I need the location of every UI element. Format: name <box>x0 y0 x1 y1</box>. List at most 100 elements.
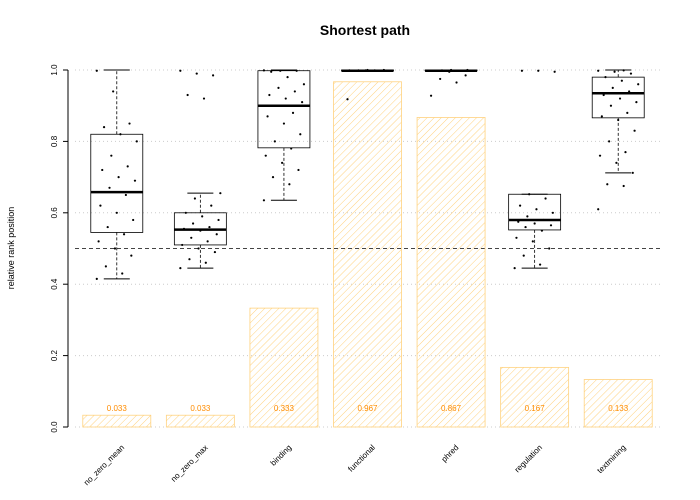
data-point <box>364 69 367 72</box>
data-point <box>293 90 296 93</box>
boxplot <box>90 69 144 280</box>
data-point <box>604 76 607 79</box>
data-point <box>633 129 636 132</box>
data-point <box>515 236 518 239</box>
data-point <box>598 154 602 157</box>
y-tick-label: 1.0 <box>50 64 59 76</box>
bar-value-label: 0.033 <box>190 404 211 413</box>
data-point <box>101 168 104 172</box>
data-point <box>133 179 137 182</box>
data-point <box>431 69 434 72</box>
data-point <box>190 236 193 239</box>
data-point <box>284 97 287 100</box>
data-point <box>117 176 120 179</box>
data-point <box>179 267 182 270</box>
data-point <box>195 72 198 75</box>
bar <box>249 307 319 428</box>
category-label: binding <box>269 443 294 468</box>
data-point <box>286 76 289 79</box>
data-point <box>204 261 207 264</box>
data-point <box>266 115 269 118</box>
data-point <box>302 83 306 86</box>
data-point <box>291 111 295 114</box>
data-point <box>124 193 127 197</box>
data-point <box>217 218 220 222</box>
data-point <box>455 81 458 84</box>
data-point <box>106 225 109 229</box>
data-point <box>128 122 131 125</box>
data-point <box>548 247 551 250</box>
data-point <box>373 69 376 72</box>
data-point <box>108 186 111 189</box>
data-point <box>282 122 286 125</box>
data-point <box>99 204 102 207</box>
data-point <box>355 69 358 72</box>
data-point <box>215 233 218 236</box>
data-point <box>130 254 133 257</box>
data-point <box>542 218 545 222</box>
data-point <box>520 69 524 72</box>
data-point <box>440 69 444 72</box>
data-point <box>513 267 516 270</box>
data-point <box>597 208 600 211</box>
data-point <box>219 192 222 195</box>
category-label: no_zero_max <box>169 443 210 484</box>
data-point <box>206 240 209 243</box>
data-point <box>179 69 182 72</box>
bar-value-label: 0.033 <box>107 404 128 413</box>
data-point <box>466 68 469 72</box>
bars-layer: 0.033 0.033 0.333 0.967 0.867 0.167 0.133 <box>82 81 653 428</box>
data-point <box>518 204 522 207</box>
box <box>90 133 144 233</box>
data-point <box>602 93 605 97</box>
data-point <box>208 225 211 229</box>
data-point <box>277 86 280 89</box>
category-label: regulation <box>513 443 544 474</box>
data-point <box>271 176 275 179</box>
bar <box>416 117 486 428</box>
data-point <box>201 215 204 218</box>
chart-title: Shortest path <box>320 22 410 38</box>
data-point <box>464 74 467 77</box>
data-point <box>538 263 542 266</box>
data-point <box>262 199 266 202</box>
data-point <box>531 240 534 243</box>
data-point <box>113 247 117 250</box>
data-point <box>371 69 375 72</box>
data-point <box>191 222 195 225</box>
data-point <box>615 161 618 164</box>
data-point <box>609 104 613 107</box>
data-point <box>600 115 603 118</box>
data-point <box>617 118 620 122</box>
bar <box>500 366 570 428</box>
category-label: textmining <box>595 443 627 475</box>
boxplot <box>508 69 562 270</box>
bar-value-label: 0.333 <box>274 404 295 413</box>
data-point <box>553 70 556 73</box>
bar <box>165 414 235 428</box>
data-point <box>635 101 638 104</box>
data-point <box>95 69 98 72</box>
data-point <box>104 265 107 268</box>
data-point <box>97 240 100 243</box>
data-point <box>517 220 520 223</box>
data-point <box>188 258 191 261</box>
category-label: no_zero_mean <box>82 443 126 487</box>
data-point <box>121 272 124 275</box>
data-point <box>126 165 129 168</box>
data-point <box>299 133 302 136</box>
data-point <box>301 101 304 104</box>
y-tick-label: 0.4 <box>50 278 59 290</box>
data-point <box>622 69 625 72</box>
data-point <box>551 211 554 214</box>
data-point <box>620 79 623 82</box>
data-point <box>618 97 622 100</box>
data-point <box>540 229 544 232</box>
data-point <box>135 140 138 143</box>
category-label: phred <box>440 443 461 464</box>
data-point <box>629 72 633 75</box>
data-point <box>429 94 433 97</box>
data-point <box>210 204 213 207</box>
boxplot <box>173 69 227 270</box>
